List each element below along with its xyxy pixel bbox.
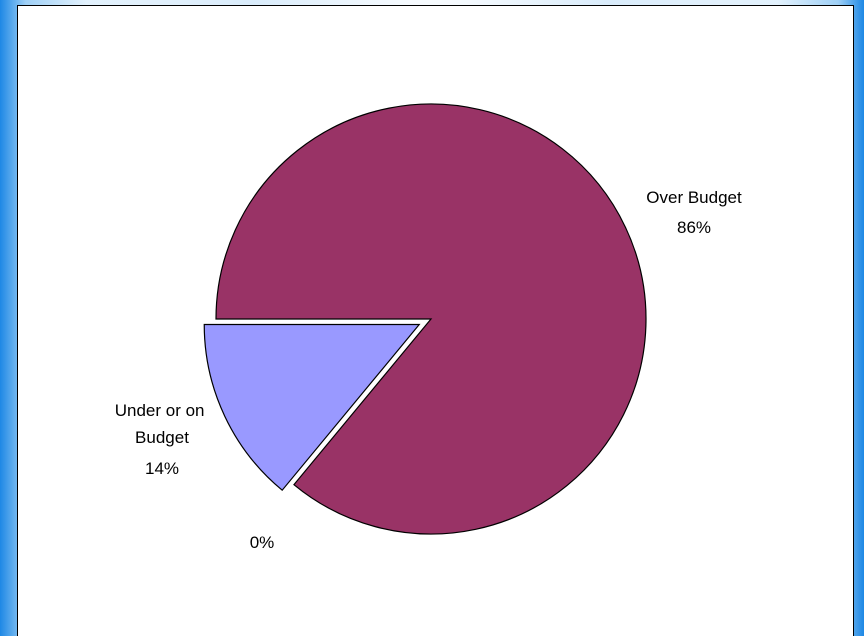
slice-label-over-budget-name: Over Budget <box>646 188 742 207</box>
slice-label-under-budget-percent: 14% <box>145 459 179 478</box>
pie-slices <box>204 104 646 534</box>
slice-label-under-budget-line-2: Budget <box>135 428 189 447</box>
slice-label-zero-percent: 0% <box>250 533 275 552</box>
slice-label-under-budget-line-1: Under or on <box>115 401 205 420</box>
slice-label-under-budget-name: Under or on Budget <box>115 401 210 447</box>
slice-label-over-budget-percent: 86% <box>677 218 711 237</box>
